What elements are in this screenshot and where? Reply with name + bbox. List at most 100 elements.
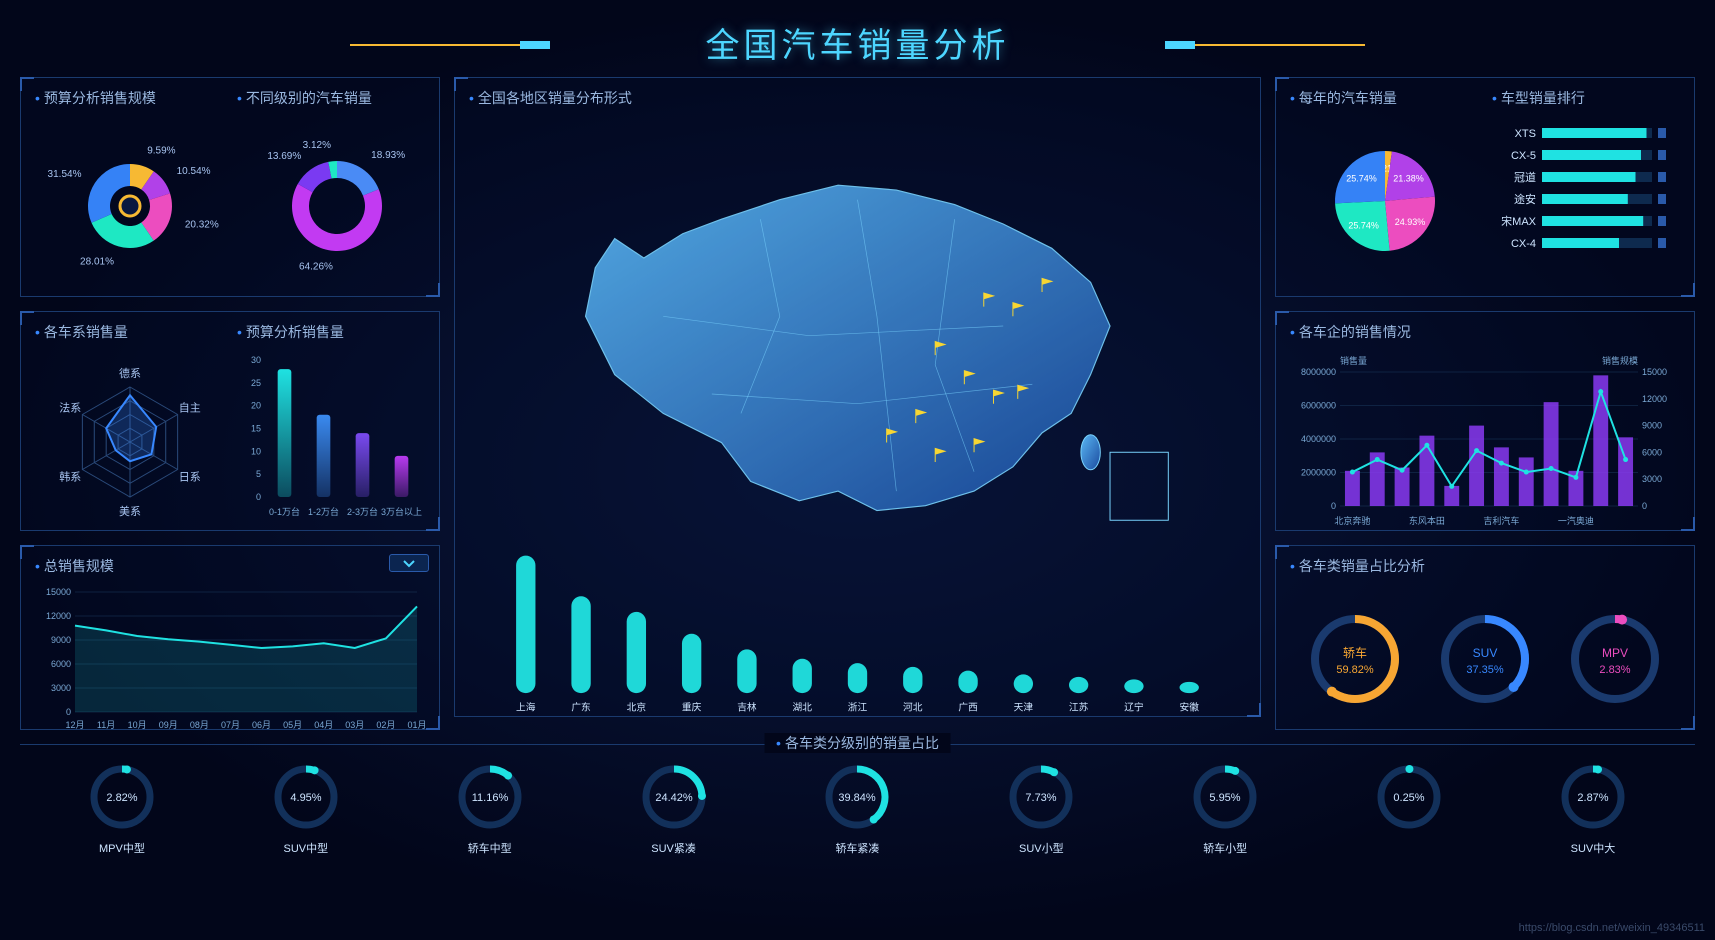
svg-text:法系: 法系 [59, 401, 81, 415]
gauge-label: 轿车紧凑 [812, 840, 902, 856]
svg-text:31.54%: 31.54% [48, 169, 82, 180]
total-scale-title: 总销售规模 [35, 556, 425, 576]
dropdown-selector[interactable] [389, 554, 429, 572]
svg-text:北京: 北京 [627, 701, 647, 714]
svg-text:28.01%: 28.01% [80, 256, 114, 267]
svg-text:30: 30 [251, 355, 261, 365]
svg-text:15000: 15000 [1642, 367, 1667, 377]
svg-text:3.12%: 3.12% [303, 140, 331, 151]
company-sales-chart: 销售量销售规模020000004000000600000080000000300… [1290, 350, 1682, 530]
svg-text:日系: 日系 [179, 471, 201, 484]
svg-text:德系: 德系 [119, 366, 141, 380]
svg-text:江苏: 江苏 [1069, 701, 1089, 714]
radar-title: 各车系销售量 [35, 322, 225, 342]
gauge-label: SUV紧凑 [629, 840, 719, 856]
svg-text:20: 20 [251, 401, 261, 411]
svg-text:湖北: 湖北 [793, 702, 813, 714]
svg-text:途安: 途安 [1514, 192, 1536, 206]
gauge-label: 轿车小型 [1180, 840, 1270, 856]
svg-text:13.69%: 13.69% [267, 151, 301, 162]
svg-text:0.25%: 0.25% [1393, 792, 1424, 804]
svg-text:15: 15 [251, 424, 261, 434]
svg-text:12000: 12000 [1642, 394, 1667, 404]
svg-text:07月: 07月 [221, 720, 240, 730]
svg-text:12月: 12月 [65, 720, 84, 730]
svg-text:25: 25 [251, 378, 261, 388]
svg-text:0-1万台: 0-1万台 [269, 506, 300, 517]
panel-top-left: 预算分析销售规模 9.59%10.54%20.32%28.01%31.54% 不… [20, 77, 440, 297]
budget-scale-chart: 9.59%10.54%20.32%28.01%31.54% [35, 116, 225, 281]
svg-text:0: 0 [256, 492, 261, 502]
svg-text:24.93%: 24.93% [1395, 217, 1426, 227]
svg-text:21.38%: 21.38% [1393, 174, 1424, 184]
panel-type-ratio: 各车类销量占比分析 轿车59.82%SUV37.35%MPV2.83% [1275, 545, 1695, 730]
svg-text:东风本田: 东风本田 [1409, 515, 1445, 526]
svg-text:河北: 河北 [903, 702, 923, 714]
svg-text:04月: 04月 [314, 720, 333, 730]
gauge-item: 0.25% [1364, 759, 1454, 856]
page-title: 全国汽车销量分析 [0, 18, 1715, 67]
gauge-SUV小型: 7.73%SUV小型 [996, 759, 1086, 856]
panel-total-scale: 总销售规模 0300060009000120001500012月11月10月09… [20, 545, 440, 730]
svg-text:自主: 自主 [179, 402, 201, 415]
svg-text:7.73%: 7.73% [1026, 792, 1057, 804]
budget-bar-chart: 0510152025300-1万台1-2万台2-3万台3万台以上 [237, 350, 427, 525]
type-ratio-title: 各车类销量占比分析 [1290, 556, 1680, 576]
svg-text:SUV: SUV [1473, 646, 1498, 660]
svg-text:0: 0 [1642, 501, 1647, 511]
bottom-gauges-row: 各车类分级别的销量占比 2.82%MPV中型4.95%SUV中型11.16%轿车… [20, 744, 1695, 856]
svg-text:销售规模: 销售规模 [1602, 355, 1638, 366]
header-deco-left [350, 38, 550, 40]
svg-text:10.54%: 10.54% [177, 166, 211, 177]
panel-company-sales: 各车企的销售情况 销售量销售规模020000004000000600000080… [1275, 311, 1695, 531]
gauge-SUV中型: 4.95% SUV中型 [261, 759, 351, 856]
svg-text:9000: 9000 [1642, 421, 1662, 431]
svg-text:0: 0 [1331, 501, 1336, 511]
svg-text:广西: 广西 [958, 702, 978, 714]
svg-text:安徽: 安徽 [1180, 701, 1200, 714]
svg-text:3万台以上: 3万台以上 [381, 506, 422, 517]
watermark: https://blog.csdn.net/weixin_49346511 [1519, 922, 1705, 934]
city-bar-chart: 上海广东北京重庆吉林湖北浙江河北广西天津江苏辽宁安徽 [469, 541, 1246, 721]
gauge-MPV中型: 2.82%MPV中型 [77, 759, 167, 856]
svg-text:销售量: 销售量 [1340, 355, 1367, 366]
svg-text:2-3万台: 2-3万台 [347, 506, 378, 517]
panel-top-right: 每年的汽车销量 2.21%21.38%24.93%25.74%25.74% 车型… [1275, 77, 1695, 297]
svg-text:20.32%: 20.32% [185, 220, 219, 231]
map-title: 全国各地区销量分布形式 [469, 88, 1246, 108]
svg-text:冠道: 冠道 [1514, 170, 1536, 184]
gauge-label: SUV中型 [261, 840, 351, 856]
svg-text:8000000: 8000000 [1301, 367, 1336, 377]
model-rank-chart: XTSCX-5冠道途安宋MAXCX-4 [1492, 116, 1682, 281]
svg-text:2.87%: 2.87% [1577, 792, 1608, 804]
year-pie-chart: 2.21%21.38%24.93%25.74%25.74% [1290, 116, 1480, 281]
svg-text:6000: 6000 [1642, 447, 1662, 457]
bottom-title: 各车类分级别的销量占比 [764, 733, 951, 753]
svg-text:3000: 3000 [1642, 474, 1662, 484]
svg-text:2.82%: 2.82% [106, 792, 137, 804]
svg-text:4.95%: 4.95% [290, 792, 321, 804]
svg-text:01月: 01月 [407, 720, 426, 730]
level-sales-chart: 18.93%64.26%13.69%3.12% [237, 116, 427, 281]
china-map[interactable] [469, 116, 1246, 536]
svg-text:天津: 天津 [1014, 702, 1034, 714]
svg-text:韩系: 韩系 [59, 470, 81, 484]
total-scale-chart: 0300060009000120001500012月11月10月09月08月07… [35, 584, 427, 734]
svg-text:辽宁: 辽宁 [1124, 701, 1144, 714]
svg-text:64.26%: 64.26% [299, 262, 333, 273]
svg-text:25.74%: 25.74% [1348, 221, 1379, 231]
svg-text:2000000: 2000000 [1301, 468, 1336, 478]
svg-text:59.82%: 59.82% [1336, 664, 1374, 676]
panel-map: 全国各地区销量分布形式 上海广东北京重庆吉林湖北浙江河北广西天津江苏辽宁安徽 [454, 77, 1261, 717]
svg-text:0: 0 [66, 707, 71, 717]
budget-bar-title: 预算分析销售量 [237, 322, 427, 342]
header-deco-right [1165, 38, 1365, 40]
svg-text:一汽奥迪: 一汽奥迪 [1558, 515, 1594, 526]
svg-text:美系: 美系 [119, 505, 141, 518]
level-sales-title: 不同级别的汽车销量 [237, 88, 427, 108]
gauge-轿车中型: 11.16%轿车中型 [445, 759, 535, 856]
svg-text:11月: 11月 [97, 720, 115, 730]
svg-text:12000: 12000 [46, 611, 71, 621]
year-pie-title: 每年的汽车销量 [1290, 88, 1480, 108]
panel-mid-left: 各车系销售量 德系自主日系美系韩系法系 预算分析销售量 051015202530… [20, 311, 440, 531]
